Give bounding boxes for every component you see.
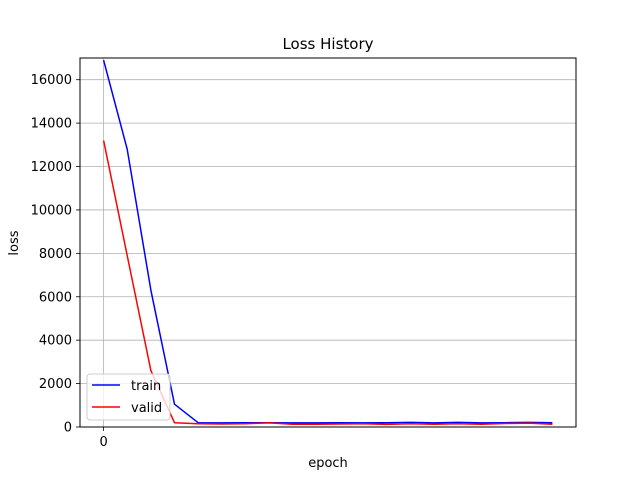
series-lines — [102, 60, 553, 426]
legend: train valid — [86, 373, 171, 421]
series-line-valid — [102, 140, 553, 426]
y-tick-label: 4000 — [39, 334, 72, 349]
axis-ticks: 0 2000 4000 6000 8000 10000 12000 14000 16000 0 — [31, 73, 108, 450]
y-tick-label: 10000 — [31, 203, 72, 218]
x-axis-label: epoch — [308, 456, 348, 471]
legend-label-train: train — [131, 379, 161, 394]
y-tick-label: 12000 — [31, 160, 72, 175]
y-axis-label: loss — [7, 230, 22, 255]
plot-frame — [79, 57, 577, 428]
y-tick-label: 2000 — [39, 377, 72, 392]
y-tick-label: 14000 — [31, 117, 72, 132]
y-tick-label: 0 — [64, 421, 72, 436]
y-tick-label: 8000 — [39, 247, 72, 262]
x-tick-label: 0 — [99, 435, 107, 450]
legend-label-valid: valid — [131, 401, 162, 416]
y-tick-label: 6000 — [39, 290, 72, 305]
y-tick-label: 16000 — [31, 73, 72, 88]
chart-title: Loss History — [282, 35, 373, 53]
series-line-train — [102, 60, 553, 424]
grid — [80, 58, 576, 428]
